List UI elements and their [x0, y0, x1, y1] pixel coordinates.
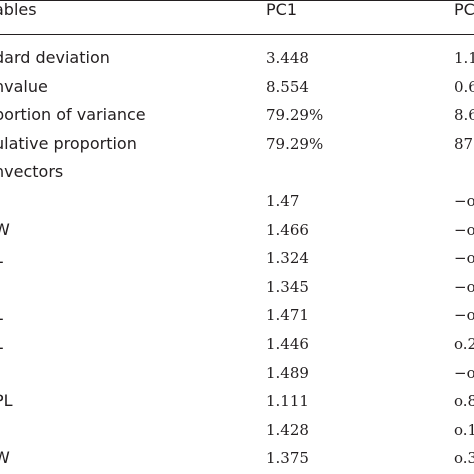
header-bottom-rule: [0, 34, 474, 35]
cell-pc2: o.2: [454, 335, 474, 353]
table-row: nvalue 8.554 0.6: [0, 73, 474, 101]
table-row: L 1.446 o.2: [0, 330, 474, 358]
cell-pc2: o.1: [454, 420, 474, 439]
cell-variable: W: [0, 448, 10, 468]
cell-pc2: 8.6: [454, 106, 474, 125]
cell-variable: L: [0, 244, 3, 272]
table-row: portion of variance 79.29% 8.6: [0, 101, 474, 129]
table-row: nvectors: [0, 158, 474, 186]
table-row: L 1.471 −o: [0, 301, 474, 329]
cell-variable: PL: [0, 391, 13, 411]
table-row: W 1.375 o.3: [0, 444, 474, 472]
header-pc2: PC: [454, 0, 474, 19]
header-pc1: PC1: [266, 0, 297, 19]
cell-pc2: −o: [454, 306, 474, 325]
cell-pc1: 3.448: [266, 49, 309, 67]
table-row: PL 1.111 o.8: [0, 387, 474, 415]
table-row: ulative proportion 79.29% 87: [0, 130, 474, 158]
cell-pc1: 8.554: [266, 77, 309, 96]
cell-variable: dard deviation: [0, 48, 110, 67]
cell-variable: L: [0, 301, 3, 329]
cell-pc1: 1.345: [266, 277, 309, 296]
cell-pc1: 1.47: [266, 192, 300, 210]
table-row: W 1.466 −o: [0, 216, 474, 244]
cell-pc1: 1.428: [266, 420, 309, 439]
cell-pc1: 1.446: [266, 335, 309, 353]
cell-pc1: 79.29%: [266, 106, 324, 125]
cell-variable: portion of variance: [0, 105, 146, 125]
cell-variable: ulative proportion: [0, 133, 137, 153]
table-row: dard deviation 3.448 1.1: [0, 44, 474, 72]
table-row: .1.489−o: [0, 359, 474, 387]
cell-variable: L: [0, 330, 3, 358]
cell-pc1: 1.375: [266, 449, 309, 468]
cell-pc2: 0.6: [454, 77, 474, 96]
cell-pc2: −o: [454, 363, 474, 382]
cell-variable: W: [0, 219, 10, 239]
cell-variable: nvalue: [0, 76, 48, 96]
cell-pc2: −o: [454, 249, 474, 268]
cell-pc2: −o: [454, 192, 474, 210]
cell-pc2: 87: [454, 134, 474, 153]
header-variables: ables: [0, 0, 37, 19]
table-row: .1.345−o: [0, 273, 474, 301]
cell-pc1: 1.466: [266, 220, 309, 239]
cell-pc2: o.3: [454, 449, 474, 468]
cell-pc2: −o: [454, 277, 474, 296]
cell-pc1: 79.29%: [266, 134, 324, 153]
cell-pc1: 1.489: [266, 363, 309, 382]
cell-pc2: −o: [454, 220, 474, 239]
table-row: L 1.324 −o: [0, 244, 474, 272]
cell-pc2: 1.1: [454, 49, 474, 67]
cell-pc2: o.8: [454, 392, 474, 411]
cell-pc1: 1.111: [266, 392, 309, 411]
table-top-rule: [0, 0, 474, 1]
cell-pc1: 1.324: [266, 249, 309, 268]
table-header-row: ables PC1 PC: [0, 0, 474, 24]
cell-variable: nvectors: [0, 162, 64, 182]
table-row: .1.47−o: [0, 187, 474, 215]
cell-pc1: 1.471: [266, 306, 309, 325]
